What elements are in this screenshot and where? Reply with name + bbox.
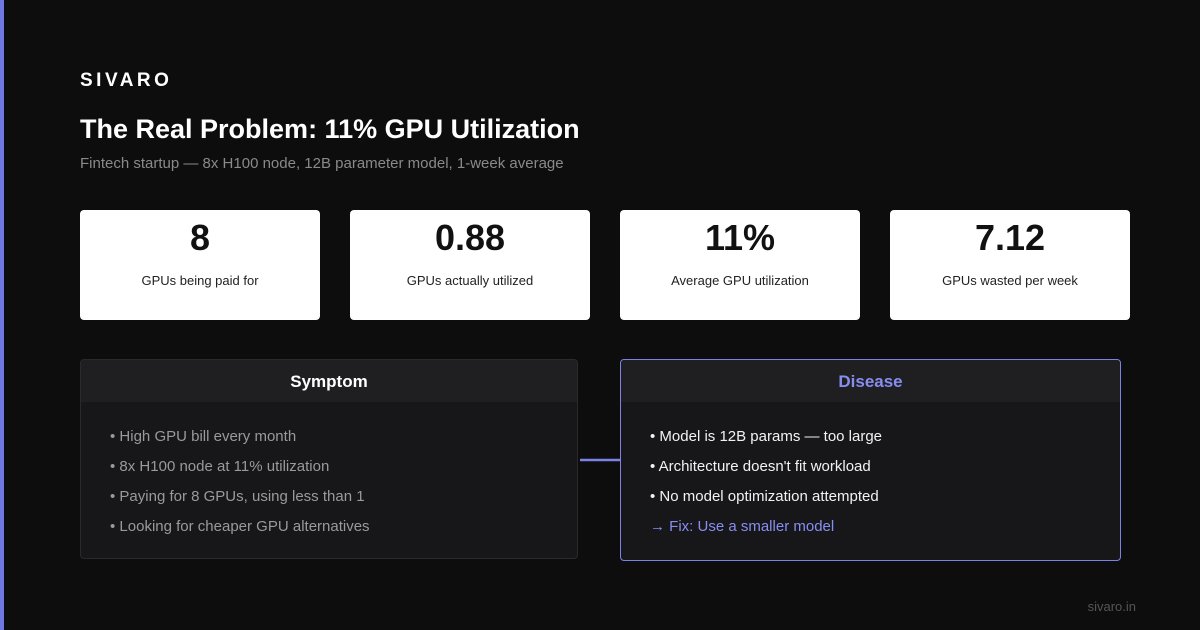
symptom-item: 8x H100 node at 11% utilization [110, 452, 577, 482]
stat-label: GPUs actually utilized [406, 273, 534, 288]
stat-card: 8 GPUs being paid for [80, 210, 320, 320]
stat-label: GPUs being paid for [141, 273, 259, 288]
disease-item: Architecture doesn't fit workload [650, 452, 1120, 482]
symptom-item: Looking for cheaper GPU alternatives [110, 512, 577, 542]
stat-card: 7.12 GPUs wasted per week [890, 210, 1130, 320]
stat-value: 0.88 [434, 217, 506, 258]
disease-item: No model optimization attempted [650, 482, 1120, 512]
stat-label: Average GPU utilization [671, 273, 809, 288]
symptom-list: High GPU bill every month8x H100 node at… [81, 422, 577, 542]
stat-card: 11% Average GPU utilization [620, 210, 860, 320]
disease-panel: Disease Model is 12B params — too largeA… [620, 359, 1121, 561]
accent-bar [0, 0, 4, 630]
symptom-panel: Symptom High GPU bill every month8x H100… [80, 359, 578, 559]
symptom-item: Paying for 8 GPUs, using less than 1 [110, 482, 577, 512]
stat-card: 0.88 GPUs actually utilized [350, 210, 590, 320]
title: The Real Problem: 11% GPU Utilization [80, 114, 580, 144]
stat-value: 8 [189, 217, 211, 258]
symptom-item: High GPU bill every month [110, 422, 577, 452]
stat-value: 7.12 [974, 217, 1046, 258]
brand: SIVARO [80, 70, 173, 91]
panel-title: Disease [621, 360, 1120, 402]
fix-item: → Fix: Use a smaller model [650, 518, 835, 535]
footer: sivaro.in [1087, 599, 1136, 614]
panel-title: Symptom [81, 360, 577, 402]
stat-value: 11% [704, 217, 776, 258]
disease-item: Model is 12B params — too large [650, 422, 1120, 452]
subtitle: Fintech startup — 8x H100 node, 12B para… [80, 155, 564, 172]
disease-list: Model is 12B params — too largeArchitect… [621, 422, 1120, 542]
stat-label: GPUs wasted per week [942, 273, 1078, 288]
